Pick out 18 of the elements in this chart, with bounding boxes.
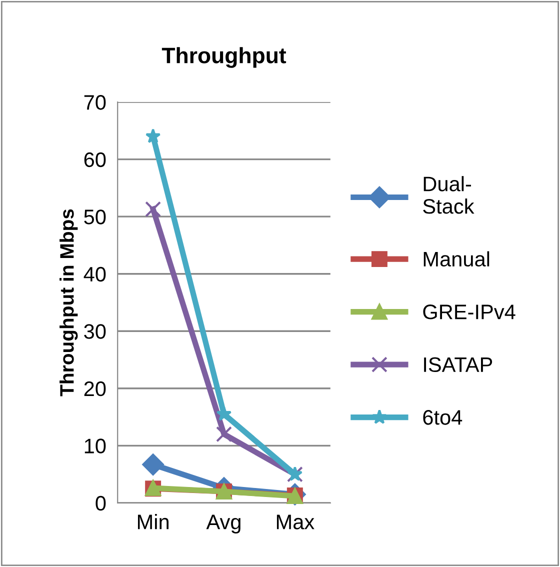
y-tick-label: 20 bbox=[84, 381, 106, 396]
y-tick-label: 50 bbox=[84, 210, 106, 224]
y-tick-label: 0 bbox=[96, 496, 106, 511]
y-tick-label: 60 bbox=[84, 152, 106, 168]
y-tick-label: 40 bbox=[84, 266, 106, 282]
chart-title: Throughput bbox=[162, 47, 286, 68]
y-axis-title: Throughput in Mbps bbox=[60, 209, 78, 396]
legend-label: Manual bbox=[424, 251, 490, 267]
legend-label: Dual- Stack bbox=[423, 176, 474, 214]
x-tick-label: Max bbox=[276, 514, 314, 530]
legend-label: GRE-IPv4 bbox=[423, 304, 516, 320]
y-tick-label: 30 bbox=[84, 324, 106, 339]
x-tick-label: Avg bbox=[206, 514, 240, 534]
legend-label: 6to4 bbox=[423, 410, 462, 425]
y-tick-label: 10 bbox=[84, 438, 106, 454]
x-tick-label: Min bbox=[138, 514, 168, 530]
legend-label: ISATAP bbox=[424, 357, 492, 372]
y-tick-label: 70 bbox=[84, 95, 106, 110]
